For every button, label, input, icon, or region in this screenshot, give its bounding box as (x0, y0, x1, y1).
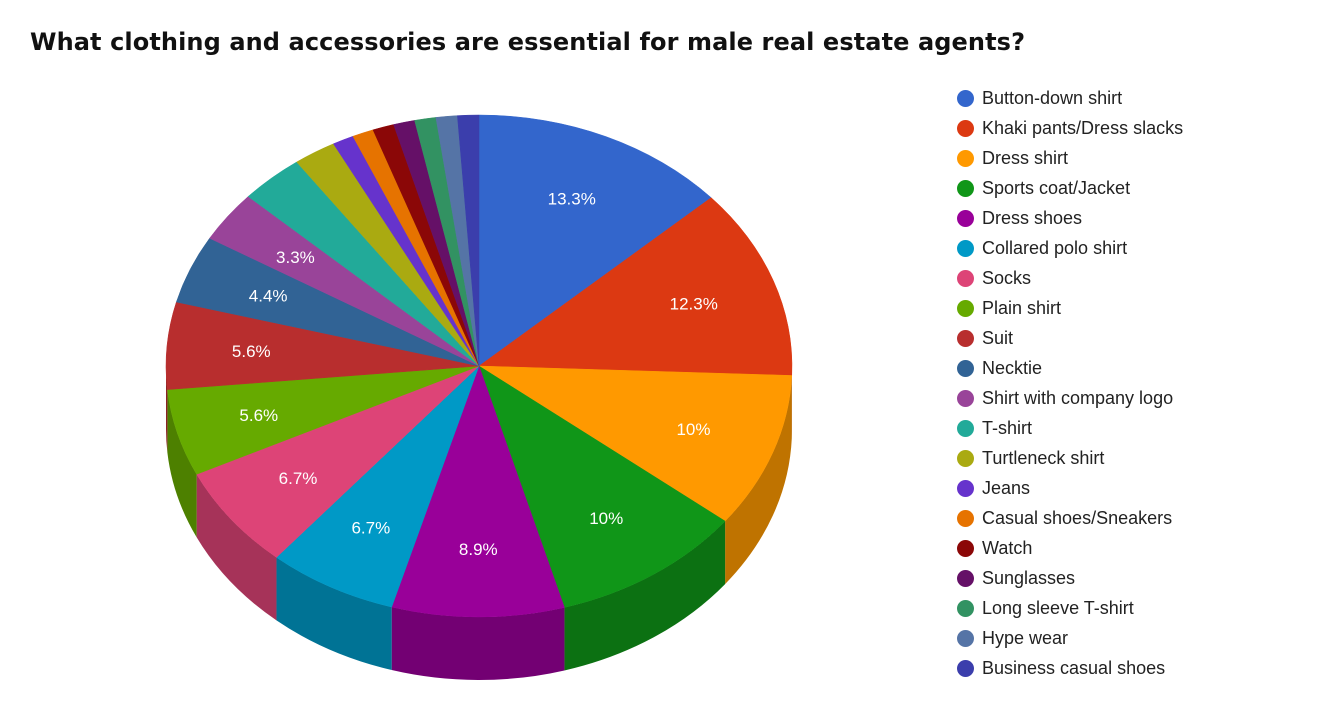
legend-label: Button-down shirt (982, 87, 1123, 108)
pie-side-dress-shoes (391, 607, 565, 680)
legend-swatch (957, 659, 974, 677)
pie-side-dress-shirt (725, 375, 792, 585)
legend-swatch (957, 239, 974, 257)
slice-label-button-down-shirt: 13.3% (548, 190, 596, 209)
legend-item-sports-coat-jacket[interactable]: Sports coat/Jacket (957, 173, 1183, 203)
legend-label: Necktie (982, 357, 1043, 378)
slice-label-khaki-pants-dress-slacks: 12.3% (670, 294, 718, 313)
legend-label: Sports coat/Jacket (982, 177, 1131, 198)
legend-item-watch[interactable]: Watch (957, 533, 1183, 563)
legend-label: Hype wear (982, 627, 1069, 648)
legend-label: Collared polo shirt (982, 237, 1128, 258)
legend-label: Jeans (982, 477, 1031, 498)
pie-top (165, 114, 793, 618)
legend-item-jeans[interactable]: Jeans (957, 473, 1183, 503)
legend-item-khaki-pants-dress-slacks[interactable]: Khaki pants/Dress slacks (957, 113, 1183, 143)
legend-label: Turtleneck shirt (982, 447, 1105, 468)
slice-label-socks: 6.7% (279, 469, 318, 488)
legend-label: T-shirt (982, 417, 1033, 438)
legend: Button-down shirt Khaki pants/Dress slack… (957, 83, 1183, 683)
slice-label-dress-shoes: 8.9% (459, 540, 498, 559)
legend-item-sunglasses[interactable]: Sunglasses (957, 563, 1183, 593)
legend-item-socks[interactable]: Socks (957, 263, 1183, 293)
legend-item-t-shirt[interactable]: T-shirt (957, 413, 1183, 443)
legend-label: Long sleeve T-shirt (982, 597, 1134, 618)
legend-item-button-down-shirt[interactable]: Button-down shirt (957, 83, 1183, 113)
legend-item-turtleneck-shirt[interactable]: Turtleneck shirt (957, 443, 1183, 473)
legend-swatch (957, 269, 974, 287)
pie-slice-dress-shirt[interactable] (478, 365, 793, 522)
legend-swatch (957, 209, 974, 227)
legend-label: Suit (982, 327, 1014, 348)
legend-label: Socks (982, 267, 1032, 288)
slice-label-necktie: 4.4% (249, 286, 288, 305)
legend-label: Plain shirt (982, 297, 1062, 318)
legend-swatch (957, 149, 974, 167)
legend-swatch (957, 119, 974, 137)
chart-title: What clothing and accessories are essent… (30, 28, 1026, 56)
legend-item-suit[interactable]: Suit (957, 323, 1183, 353)
legend-item-hype-wear[interactable]: Hype wear (957, 623, 1183, 653)
legend-item-dress-shoes[interactable]: Dress shoes (957, 203, 1183, 233)
legend-swatch (957, 569, 974, 587)
legend-label: Dress shoes (982, 207, 1083, 228)
pie-labels: 13.3% 12.3% 10% 10% 8.9% 6.7% 6.7% 5.6% 5.6% 4.4%… (232, 190, 718, 560)
legend-swatch (957, 419, 974, 437)
legend-item-necktie[interactable]: Necktie (957, 353, 1183, 383)
pie-side-socks (196, 474, 277, 621)
pie-slice-collared-polo-shirt[interactable] (276, 365, 480, 608)
pie-side-plain-shirt (167, 389, 197, 538)
legend-item-casual-shoes-sneakers[interactable]: Casual shoes/Sneakers (957, 503, 1183, 533)
legend-swatch (957, 389, 974, 407)
legend-item-shirt-with-company-logo[interactable]: Shirt with company logo (957, 383, 1183, 413)
pie-slice-khaki-pants-dress-slacks[interactable] (478, 197, 793, 376)
legend-swatch (957, 629, 974, 647)
pie-slice-button-down-shirt[interactable] (478, 114, 712, 367)
slice-label-dress-shirt: 10% (676, 420, 710, 439)
pie-chart: 13.3% 12.3% 10% 10% 8.9% 6.7% 6.7% 5.6% 5.6% 4.4%… (165, 114, 793, 680)
legend-label: Casual shoes/Sneakers (982, 507, 1173, 528)
legend-item-collared-polo-shirt[interactable]: Collared polo shirt (957, 233, 1183, 263)
slice-label-collared-polo-shirt: 6.7% (351, 518, 390, 537)
legend-label: Shirt with company logo (982, 387, 1174, 408)
legend-label: Watch (982, 537, 1033, 558)
legend-swatch (957, 299, 974, 317)
pie-side-sports-coat-jacket (564, 521, 726, 671)
legend-item-plain-shirt[interactable]: Plain shirt (957, 293, 1183, 323)
pie-slice-sports-coat-jacket[interactable] (478, 365, 726, 608)
legend-swatch (957, 599, 974, 617)
legend-item-business-casual-shoes[interactable]: Business casual shoes (957, 653, 1183, 683)
legend-swatch (957, 449, 974, 467)
slice-label-plain-shirt: 5.6% (239, 406, 278, 425)
legend-label: Business casual shoes (982, 657, 1166, 678)
slice-label-sports-coat-jacket: 10% (589, 509, 623, 528)
legend-label: Sunglasses (982, 567, 1076, 588)
legend-label: Khaki pants/Dress slacks (982, 117, 1184, 138)
slice-label-suit: 5.6% (232, 342, 271, 361)
legend-swatch (957, 479, 974, 497)
legend-swatch (957, 359, 974, 377)
legend-label: Dress shirt (982, 147, 1069, 168)
pie-side-collared-polo-shirt (276, 557, 392, 671)
pie-slice-socks[interactable] (196, 365, 480, 558)
slice-label-shirt-with-company-logo: 3.3% (276, 248, 315, 267)
pie-slice-business-casual-shoes[interactable] (457, 114, 480, 367)
pie-sides (166, 366, 792, 680)
legend-swatch (957, 179, 974, 197)
legend-swatch (957, 89, 974, 107)
legend-item-dress-shirt[interactable]: Dress shirt (957, 143, 1183, 173)
pie-slice-dress-shoes[interactable] (391, 365, 565, 618)
legend-swatch (957, 329, 974, 347)
legend-swatch (957, 509, 974, 527)
legend-swatch (957, 539, 974, 557)
legend-item-long-sleeve-t-shirt[interactable]: Long sleeve T-shirt (957, 593, 1183, 623)
